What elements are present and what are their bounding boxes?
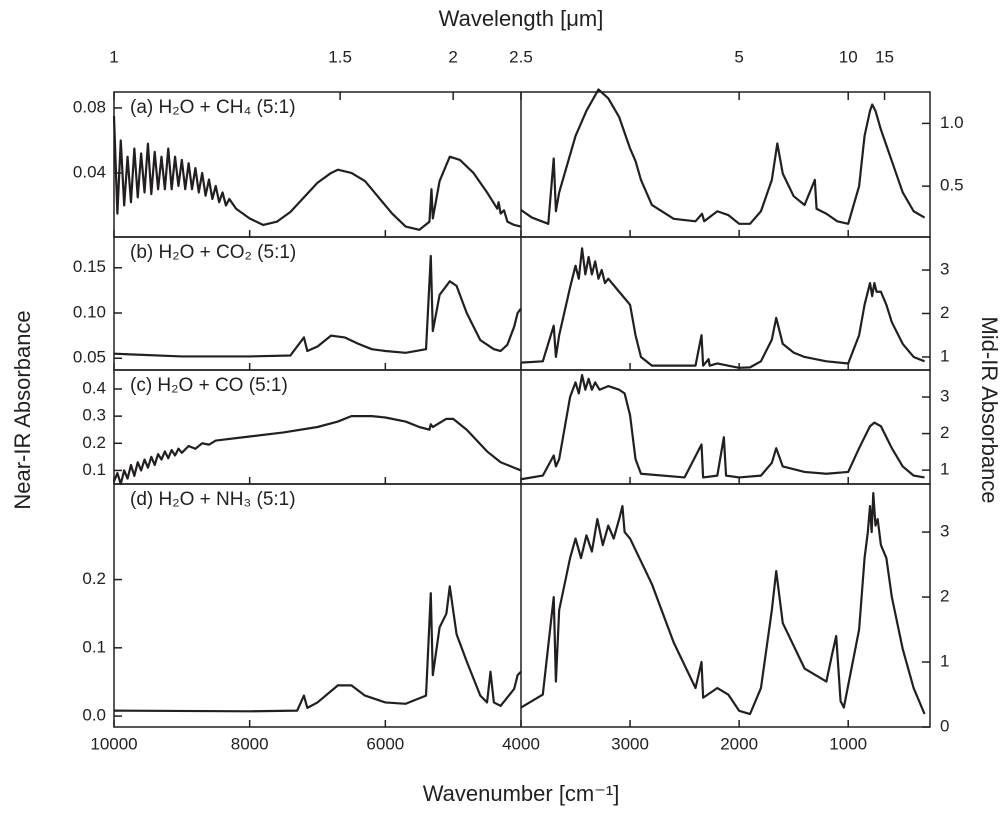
- panel-label: (a) H₂O + CH₄ (5:1): [130, 97, 296, 118]
- y2-tick-label: 1: [940, 346, 949, 365]
- spectrum: [520, 374, 925, 481]
- spectrum: [520, 88, 926, 225]
- spectrum: [520, 247, 925, 369]
- y2-tick-label: 3: [940, 387, 949, 406]
- y-tick-label: 0.10: [73, 302, 106, 321]
- top-x-tick-label: 10: [839, 47, 858, 66]
- y2-tick-label: 0: [940, 716, 949, 735]
- top-x-tick-label: 5: [734, 47, 743, 66]
- x-tick-label: 6000: [366, 734, 404, 753]
- top-x-tick-label: 15: [875, 47, 894, 66]
- y-tick-label: 0.1: [82, 460, 106, 479]
- y-tick-label: 0.08: [73, 97, 106, 116]
- x-tick-label: 10000: [90, 734, 137, 753]
- spectrum: [112, 415, 522, 486]
- panel-label: (c) H₂O + CO (5:1): [130, 375, 288, 396]
- spectrum: [520, 492, 926, 716]
- y-tick-label: 0.4: [82, 378, 106, 397]
- x-axis-title: Wavenumber [cm⁻¹]: [423, 781, 620, 806]
- spectrum: [113, 585, 522, 713]
- y-tick-label: 0.04: [73, 162, 106, 181]
- x-tick-label: 3000: [611, 734, 649, 753]
- x-tick-label: 1000: [829, 734, 867, 753]
- x-tick-label: 2000: [720, 734, 758, 753]
- spectrum: [112, 116, 522, 231]
- y2-tick-label: 3: [940, 260, 949, 279]
- panel-label: (b) H₂O + CO₂ (5:1): [130, 242, 296, 263]
- panel-frame: [113, 483, 931, 728]
- y-tick-label: 0.05: [73, 348, 106, 367]
- y2-tick-label: 2: [940, 587, 949, 606]
- y2-tick-label: 1: [940, 652, 949, 671]
- y2-tick-label: 1: [940, 460, 949, 479]
- y-tick-label: 0.3: [82, 406, 106, 425]
- top-x-tick-label: 2.5: [509, 47, 533, 66]
- right-y-axis-title: Mid-IR Absorbance: [977, 316, 1002, 503]
- top-axis-title: Wavelength [μm]: [439, 6, 604, 31]
- top-x-tick-label: 1.5: [328, 47, 352, 66]
- y-tick-label: 0.15: [73, 257, 106, 276]
- y-tick-label: 0.1: [82, 637, 106, 656]
- y2-tick-label: 3: [940, 522, 949, 541]
- top-x-tick-label: 1: [109, 47, 118, 66]
- top-x-tick-label: 2: [448, 47, 457, 66]
- y-tick-label: 0.2: [82, 569, 106, 588]
- panel-label: (d) H₂O + NH₃ (5:1): [130, 489, 296, 510]
- y2-tick-label: 2: [940, 423, 949, 442]
- spectrum: [113, 254, 522, 358]
- y2-tick-label: 2: [940, 303, 949, 322]
- y2-tick-label: 1.0: [940, 113, 964, 132]
- y-tick-label: 0.2: [82, 433, 106, 452]
- left-y-axis-title: Near-IR Absorbance: [10, 310, 35, 509]
- y-tick-label: 0.0: [82, 706, 106, 725]
- y2-tick-label: 0.5: [940, 176, 964, 195]
- x-tick-label: 8000: [231, 734, 269, 753]
- x-tick-label: 4000: [502, 734, 540, 753]
